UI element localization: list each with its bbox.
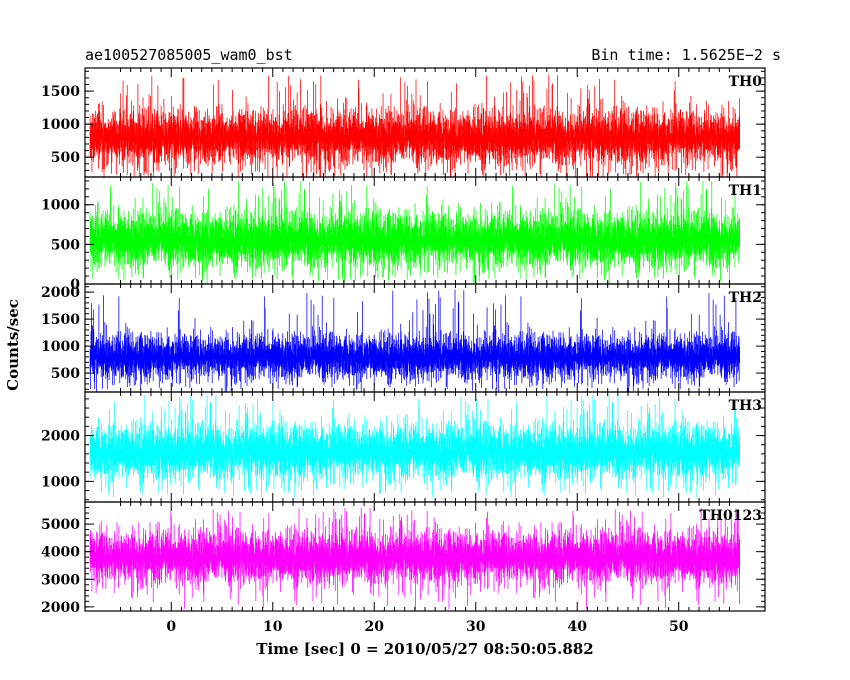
series-th0 xyxy=(89,74,741,177)
y-tick-label: 5000 xyxy=(41,517,80,533)
x-tick-label: 10 xyxy=(263,619,283,635)
y-tick-label: 1000 xyxy=(41,117,80,133)
y-axis-label: Counts/sec xyxy=(4,299,22,391)
panel-th1: 0 500 1000 TH1 xyxy=(41,176,766,293)
x-tick-label: 20 xyxy=(365,619,385,635)
panel-label: TH0 xyxy=(729,74,763,90)
y-tick-label: 2000 xyxy=(41,600,80,616)
y-tick-label: 500 xyxy=(51,366,80,382)
y-tick-label: 1500 xyxy=(41,84,80,100)
figure-title-right: Bin time: 1.5625E−2 s xyxy=(591,46,781,64)
y-tick-label: 2000 xyxy=(41,285,80,301)
panel-th0: 500 1000 1500 TH0 xyxy=(41,67,766,178)
panel-label: TH3 xyxy=(729,398,762,414)
y-tick-label: 0 xyxy=(70,277,80,293)
series-th0123 xyxy=(89,507,741,610)
y-tick-label: 500 xyxy=(51,237,80,253)
y-tick-label: 1500 xyxy=(41,312,80,328)
panel-th3: 1000 2000 TH3 xyxy=(41,391,766,503)
y-tick-label: 1000 xyxy=(41,474,80,490)
x-axis-label: Time [sec] 0 = 2010/05/27 08:50:05.882 xyxy=(256,640,593,658)
y-tick-label: 4000 xyxy=(41,545,80,561)
panel-label: TH0123 xyxy=(699,508,762,524)
x-tick-label: 30 xyxy=(466,619,486,635)
y-tick-label: 2000 xyxy=(41,429,80,445)
y-tick-label: 500 xyxy=(51,150,80,166)
panel-label: TH2 xyxy=(729,290,762,306)
panel-label: TH1 xyxy=(729,183,762,199)
figure-title-left: ae100527085005_wam0_bst xyxy=(85,46,293,64)
series-th2 xyxy=(89,289,741,392)
x-tick-label: 40 xyxy=(567,619,587,635)
panel-th0123: 2000 3000 4000 5000 0 10 20 30 40 50 TH0123 xyxy=(41,501,766,635)
y-tick-label: 3000 xyxy=(41,572,80,588)
panels-group: 50010001500TH005001000TH1500100015002000… xyxy=(41,67,766,635)
x-tick-label: 0 xyxy=(166,619,176,635)
panel-th2: 500 1000 1500 2000 TH2 xyxy=(41,283,766,393)
series-th3 xyxy=(89,394,741,498)
series-th1 xyxy=(89,181,741,284)
y-tick-label: 1000 xyxy=(41,339,80,355)
y-tick-label: 1000 xyxy=(41,198,80,214)
x-tick-label: 50 xyxy=(669,619,689,635)
